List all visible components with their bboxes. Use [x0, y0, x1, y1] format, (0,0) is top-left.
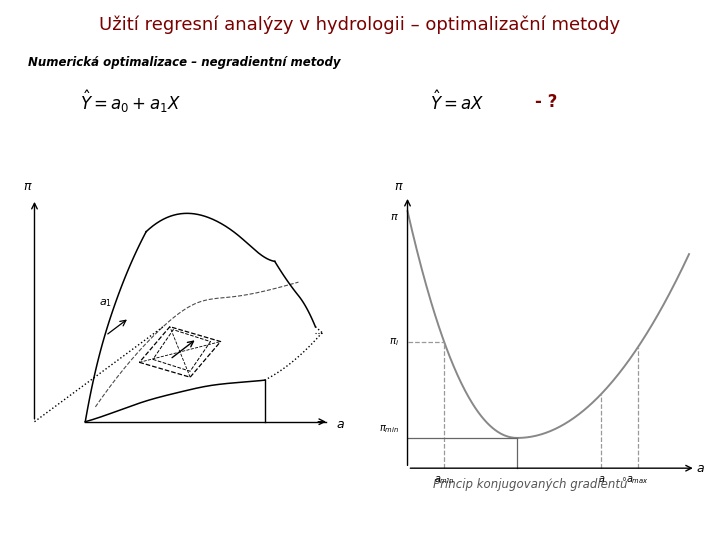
Text: $\pi$: $\pi$	[23, 180, 32, 193]
Text: $\pi$: $\pi$	[390, 212, 399, 222]
Text: Princip konjugovaných gradientů: Princip konjugovaných gradientů	[433, 477, 627, 491]
Text: Numerická optimalizace – negradientní metody: Numerická optimalizace – negradientní me…	[28, 56, 341, 69]
Text: $a$: $a$	[696, 462, 705, 475]
Text: $a_1$: $a_1$	[99, 297, 112, 309]
Text: $\pi_{min}$: $\pi_{min}$	[379, 423, 399, 435]
Text: $a$: $a$	[598, 474, 605, 484]
Text: $\pi$: $\pi$	[395, 180, 404, 193]
Text: $\pi_i$: $\pi_i$	[389, 336, 399, 348]
Text: $a_{min}$: $a_{min}$	[434, 474, 454, 486]
Text: $a_{max}$: $a_{max}$	[626, 474, 649, 486]
Text: $\hat{Y} = a_0 + a_1 X$: $\hat{Y} = a_0 + a_1 X$	[80, 89, 181, 116]
Text: $\hat{Y} = aX$: $\hat{Y} = aX$	[430, 90, 485, 114]
Text: $a$: $a$	[336, 418, 344, 431]
Text: - ?: - ?	[535, 93, 557, 111]
Text: Užití regresní analýzy v hydrologii – optimalizační metody: Užití regresní analýzy v hydrologii – op…	[99, 15, 621, 33]
